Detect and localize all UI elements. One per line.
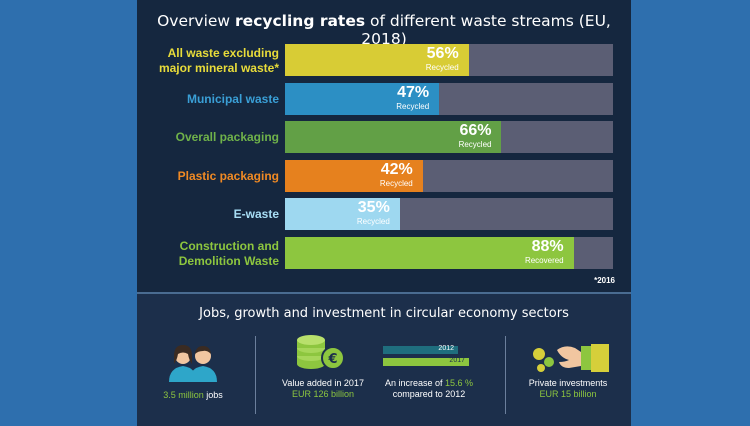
recycling-chart: Overview recycling rates of different wa… [137,0,631,290]
value-label: 35% [357,199,390,216]
category-label-line: E-waste [233,207,279,221]
value-label: 66% [459,122,492,139]
investments-stat: Private investments EUR 15 billion [513,378,623,400]
bar-2012: 2012 [383,345,458,354]
chart-title-suffix: of different waste streams (EU, 2018) [361,12,611,48]
category-label-line: Plastic packaging [177,168,279,183]
bar: 66% Recycled [285,121,502,153]
category-label: Overall packaging [137,130,279,145]
svg-text:€: € [327,352,337,367]
bar: 88% Recovered [285,236,574,269]
bar-2012-label: 2012 [438,345,454,352]
bar-track: 47% Recycled [285,82,613,115]
value-added-label: Value added in 2017 [282,378,364,388]
section-divider [137,292,631,294]
bar-track: 56% Recycled [285,44,613,76]
jobs-value: 3.5 million [163,390,204,400]
category-label-line: Construction and [179,238,279,253]
status-label: Recycled [356,217,390,226]
jobs-stat: 3.5 million jobs [151,390,235,401]
category-label: Municipal waste [137,92,279,107]
category-label-line: Demolition Waste [178,253,279,268]
category-label: All waste excluding major mineral waste* [137,46,279,76]
category-label-line: Municipal waste [186,91,279,106]
infographic-panel: Overview recycling rates of different wa… [137,0,631,426]
chart-title-bold: recycling rates [235,12,366,30]
increase-stat: An increase of 15.6 % compared to 2012 [373,378,485,400]
bar-2017: 2017 [383,357,469,366]
separator [505,336,506,414]
category-label: E-waste [137,207,279,222]
bar-2017-label: 2017 [449,357,465,364]
coins-euro-icon: € [297,335,345,370]
value-label: 56% [426,45,459,62]
chart-title: Overview recycling rates of different wa… [137,12,631,48]
value-added-stat: Value added in 2017 EUR 126 billion [271,378,375,400]
bar: 42% Recycled [285,159,423,192]
separator [255,336,256,414]
status-label: Recycled [425,63,459,72]
increase-suffix: compared to 2012 [392,389,466,399]
category-label-line: All waste excluding [167,46,279,60]
bar-track: 88% Recovered [285,236,613,269]
economy-section: Jobs, growth and investment in circular … [137,294,631,426]
value-label: 88% [531,237,564,255]
jobs-suffix: jobs [206,390,223,400]
people-icon [169,345,217,382]
bar: 47% Recycled [285,82,440,115]
increase-percent: 15.6 % [445,378,474,388]
category-label: Plastic packaging [137,169,279,184]
hand-coins-icon [533,344,609,372]
value-label: 47% [397,83,430,101]
increase-prefix: An increase of [384,378,443,388]
bar-track: 35% Recycled [285,198,613,230]
status-label: Recycled [379,178,413,188]
bar-track: 42% Recycled [285,159,613,192]
category-label-line: Overall packaging [175,130,279,144]
footnote: *2016 [594,276,615,285]
bar-track: 66% Recycled [285,121,613,153]
status-label: Recycled [458,140,492,149]
bar: 56% Recycled [285,44,469,76]
value-added-amount: EUR 126 billion [291,389,355,399]
category-label: Construction and Demolition Waste [137,239,279,269]
section-title: Jobs, growth and investment in circular … [199,306,569,321]
investments-amount: EUR 15 billion [539,389,597,399]
category-label-line: major mineral waste* [158,61,279,75]
chart-title-prefix: Overview [157,12,231,30]
status-label: Recycled [396,101,430,111]
status-label: Recovered [524,255,564,265]
value-label: 42% [380,160,413,178]
bar: 35% Recycled [285,198,400,230]
investments-label: Private investments [528,378,608,388]
